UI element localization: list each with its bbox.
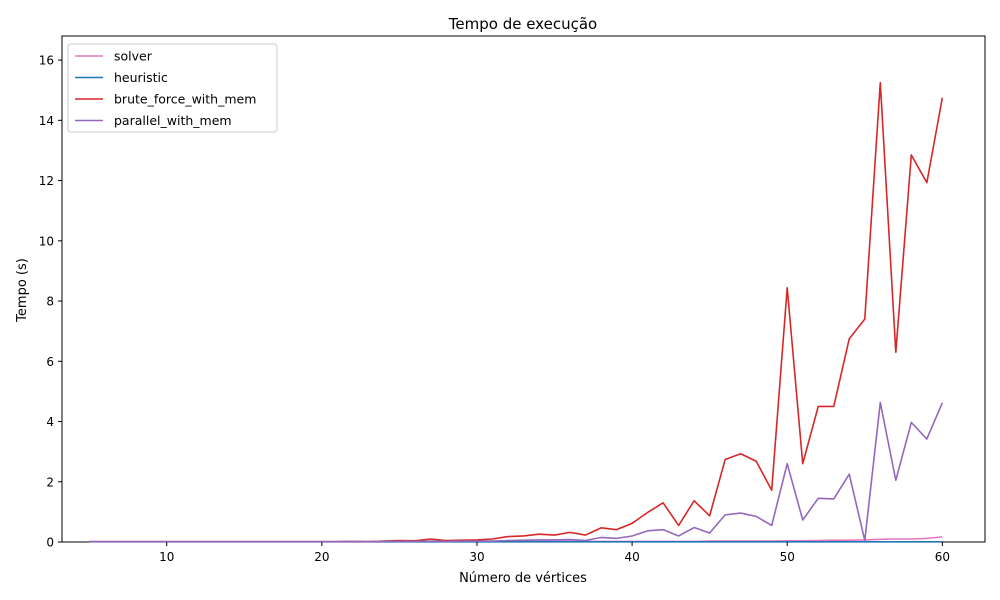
- x-axis-label: Número de vértices: [459, 571, 587, 586]
- chart-title: Tempo de execução: [448, 15, 597, 33]
- y-tick-label: 4: [46, 415, 54, 429]
- y-tick-label: 14: [39, 114, 54, 128]
- legend-label-heuristic: heuristic: [114, 70, 168, 85]
- x-tick-label: 30: [469, 550, 484, 564]
- y-tick-label: 16: [39, 54, 54, 68]
- y-tick-label: 12: [39, 174, 54, 188]
- y-tick-label: 2: [46, 475, 54, 489]
- y-tick-label: 0: [46, 536, 54, 550]
- x-tick-label: 60: [935, 550, 950, 564]
- x-tick-label: 10: [159, 550, 174, 564]
- legend-label-solver: solver: [114, 49, 153, 64]
- x-tick-label: 20: [314, 550, 329, 564]
- plot-area: 10 20 30 40 50 60 0 2 4 6 8 10 12 14 16: [39, 35, 986, 564]
- x-axis: 10 20 30 40 50 60: [159, 542, 950, 564]
- legend: solver heuristic brute_force_with_memparal…: [67, 43, 278, 133]
- y-tick-label: 10: [39, 234, 54, 248]
- legend-box: [67, 43, 278, 133]
- x-tick-label: 50: [780, 550, 795, 564]
- y-tick-label: 8: [46, 295, 54, 309]
- y-axis-label: Tempo (s): [15, 258, 30, 323]
- legend-label-brute_force_with_mem: brute_force_with_mem: [114, 92, 256, 107]
- y-axis: 0 2 4 6 8 10 12 14 16: [39, 54, 62, 550]
- legend-label-parallel_with_mem: parallel_with_mem: [114, 113, 232, 128]
- series-line-parallel_with_mem: [89, 401, 944, 543]
- x-tick-label: 40: [624, 550, 639, 564]
- series-layer: [89, 81, 944, 543]
- y-tick-label: 6: [46, 355, 54, 369]
